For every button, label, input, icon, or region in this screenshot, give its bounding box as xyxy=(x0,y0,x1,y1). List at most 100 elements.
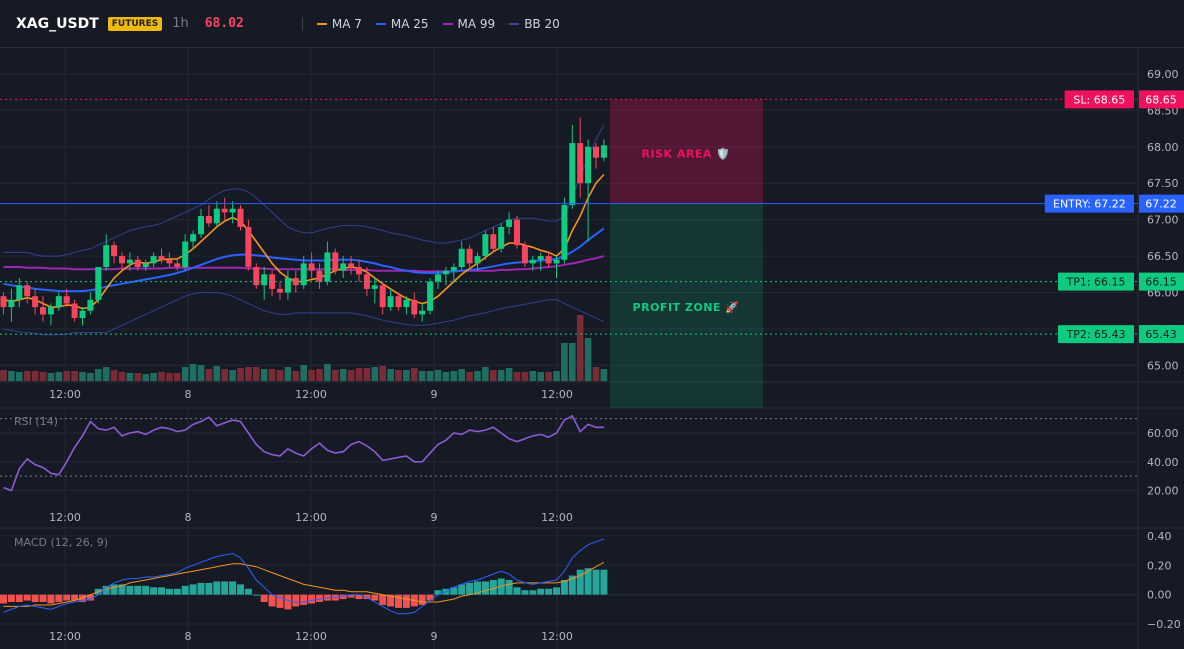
candle-body xyxy=(435,274,441,282)
volume-bar xyxy=(87,373,94,381)
macd-histogram-bar xyxy=(181,585,189,595)
candle-body xyxy=(332,252,339,271)
x-tick-label: 9 xyxy=(431,630,438,643)
macd-histogram-bar xyxy=(316,594,323,603)
candle-body xyxy=(545,256,552,264)
candle-body xyxy=(87,299,94,311)
macd-histogram-bar xyxy=(221,581,229,595)
candle xyxy=(379,281,386,315)
candle xyxy=(395,292,402,311)
candle xyxy=(300,256,307,289)
volume-bar xyxy=(205,369,213,381)
legend-ma99[interactable]: MA 99 xyxy=(442,17,495,31)
macd-histogram-bar xyxy=(284,594,292,610)
candle xyxy=(103,234,110,271)
macd-histogram-bar xyxy=(521,590,529,595)
x-tick-label: 8 xyxy=(185,388,192,401)
candle-body xyxy=(348,263,355,268)
volume-bar xyxy=(553,371,560,381)
candle xyxy=(482,230,489,260)
symbol-name[interactable]: XAG_USDT xyxy=(16,15,99,32)
macd-histogram-bar xyxy=(592,569,600,595)
macd-histogram-bar xyxy=(300,594,308,605)
volume-bar xyxy=(245,367,252,381)
volume-bar xyxy=(8,371,15,381)
take-profit-2-axis-label: 65.43 xyxy=(1145,328,1177,341)
timeframe-selector[interactable]: 1h xyxy=(172,16,189,31)
macd-line xyxy=(3,538,605,615)
macd-histogram-bar xyxy=(205,582,213,595)
x-tick-label: 12:00 xyxy=(49,511,81,524)
volume-bar xyxy=(134,373,142,381)
y-tick-label: 0.40 xyxy=(1147,530,1172,543)
candle-body xyxy=(284,277,291,293)
macd-histogram-bar xyxy=(110,584,118,595)
candle xyxy=(490,226,497,253)
candle-body xyxy=(95,267,102,300)
candle xyxy=(245,219,252,271)
bollinger-upper-line xyxy=(3,124,605,257)
macd-histogram-bar xyxy=(292,594,300,607)
take-profit-1-axis-label: 66.15 xyxy=(1145,276,1177,289)
candle-body xyxy=(356,267,362,275)
y-tick-label: 60.00 xyxy=(1147,427,1179,440)
candle-body xyxy=(190,234,197,242)
macd-histogram-bar xyxy=(395,594,402,608)
macd-histogram-bar xyxy=(568,575,576,595)
candle xyxy=(205,205,212,227)
macd-histogram-bar xyxy=(165,588,173,595)
legend-ma25[interactable]: MA 25 xyxy=(375,16,429,31)
take-profit-2-tag: TP2: 65.43 65.43 xyxy=(1058,325,1184,344)
candle xyxy=(577,117,584,198)
candle xyxy=(134,256,141,271)
candle xyxy=(229,201,236,224)
legend-ma7[interactable]: MA 7 xyxy=(316,17,362,31)
candle xyxy=(466,245,473,268)
candle xyxy=(332,248,339,275)
candle xyxy=(316,263,323,289)
candle-body xyxy=(261,274,268,286)
volume-bar xyxy=(600,369,608,381)
candle xyxy=(545,252,552,268)
candle xyxy=(371,277,378,304)
candle xyxy=(498,223,505,253)
macd-histogram-bar xyxy=(434,590,442,595)
y-tick-label: 20.00 xyxy=(1147,485,1179,498)
macd-histogram-bar xyxy=(355,594,363,600)
candle xyxy=(47,303,54,326)
candle xyxy=(111,241,118,264)
volume-bar xyxy=(16,372,23,381)
candle xyxy=(221,197,228,220)
macd-histogram-bar xyxy=(450,587,458,595)
candle xyxy=(166,252,173,268)
candle xyxy=(16,277,23,308)
candle-body xyxy=(205,216,212,224)
take-profit-2-tag-bg xyxy=(1058,325,1134,344)
macd-histogram-bar xyxy=(553,587,560,595)
volume-bar xyxy=(482,367,489,381)
volume-bar xyxy=(213,366,221,381)
macd-histogram-bar xyxy=(126,585,134,595)
macd-histogram-bar xyxy=(387,594,395,607)
candle-body xyxy=(166,259,173,264)
volume-bar xyxy=(411,368,418,381)
volume-bar xyxy=(229,370,236,381)
candle xyxy=(593,143,599,169)
macd-histogram-bar xyxy=(584,568,592,595)
candle-body xyxy=(8,299,15,308)
candle xyxy=(24,281,31,304)
legend-bb20[interactable]: BB 20 xyxy=(509,17,560,31)
macd-histogram-bar xyxy=(55,594,63,603)
entry-axis-label: 67.22 xyxy=(1145,198,1177,211)
macd-histogram-bar xyxy=(63,594,71,601)
candle xyxy=(348,256,355,275)
candle-body xyxy=(498,226,505,249)
legend-ma25-label: MA 25 xyxy=(390,16,429,31)
legend-bb20-label: BB 20 xyxy=(524,16,560,31)
volume-bar xyxy=(237,368,244,381)
candle-body xyxy=(458,248,465,268)
candle-body xyxy=(55,296,62,308)
volume-bar xyxy=(102,367,110,381)
